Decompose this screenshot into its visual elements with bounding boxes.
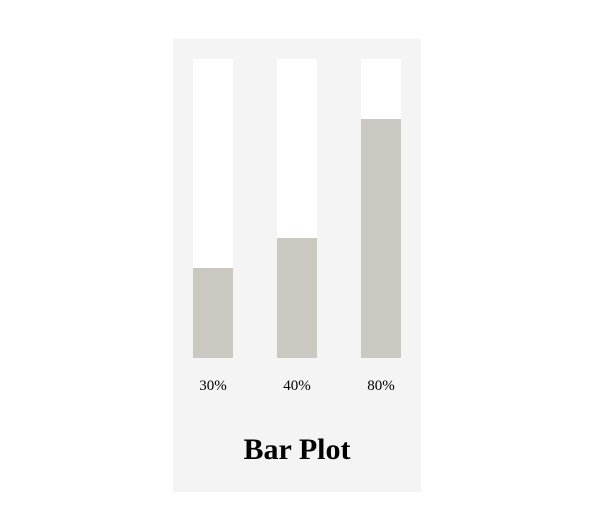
bar-3 [361,118,401,358]
bar-track-3 [361,59,401,358]
bar-2 [277,238,317,358]
bar-1 [193,268,233,358]
bar-label-3: 80% [367,378,395,394]
bar-track-1 [193,59,233,358]
chart-title: Bar Plot [243,433,351,466]
bar-label-2: 40% [283,378,311,394]
bar-plot-panel: 30% 40% 80% Bar Plot [173,39,421,492]
bar-track-2 [277,59,317,358]
bar-label-1: 30% [199,378,227,394]
